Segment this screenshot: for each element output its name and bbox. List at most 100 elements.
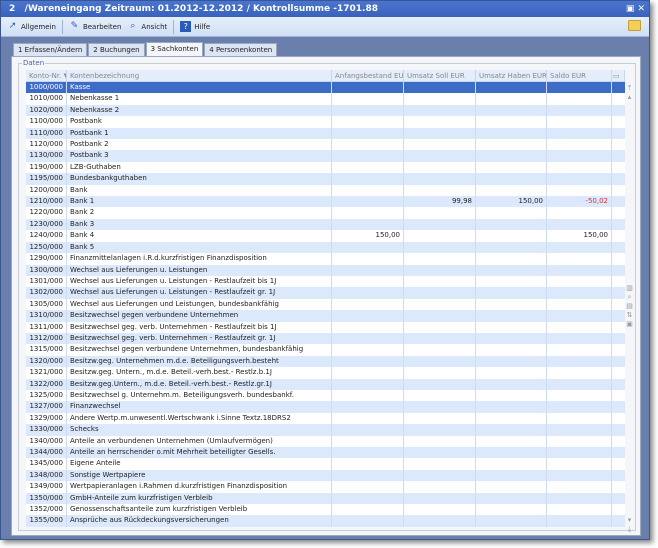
col-konto-nr[interactable]: Konto-Nr. ▼ [26, 70, 67, 81]
table-row[interactable]: 1120/000 Postbank 2 [26, 139, 625, 151]
cell-umsatz-haben [476, 344, 547, 356]
cell-umsatz-soll [404, 93, 476, 105]
filter-icon[interactable]: ▤ [626, 302, 633, 310]
columns-icon[interactable]: ▥ [626, 284, 633, 292]
table-row[interactable]: 1230/000 Bank 3 [26, 218, 625, 231]
table-row[interactable]: 1195/000 Bundesbankguthaben [26, 173, 625, 185]
menu-bearbeiten[interactable]: ✎ Bearbeiten [69, 21, 122, 32]
table-row[interactable]: 1020/000 Nebenkasse 2 [26, 104, 625, 117]
table-row[interactable]: 1345/000 Eigene Anteile [26, 458, 625, 470]
tab-personenkonten[interactable]: 4 Personenkonten [204, 43, 278, 56]
col-kontenbezeichnung[interactable]: Kontenbezeichnung [67, 70, 332, 81]
table-row[interactable]: 1348/000 Sonstige Wertpapiere [26, 469, 625, 482]
window-controls[interactable]: ▣ ✕ [625, 4, 645, 14]
table-row[interactable]: 1290/000 Finanzmittelanlagen i.R.d.kurzfr… [26, 253, 625, 265]
table-row[interactable]: 1315/000 Besitzwechsel gegen verbundene U… [26, 344, 625, 356]
cell-konto-nr: 1340/000 [26, 435, 67, 447]
cell-umsatz-haben [476, 275, 547, 288]
scroll-up-icon[interactable]: ▴ [627, 93, 632, 101]
menu-label: Bearbeiten [82, 22, 122, 31]
cell-anfangsbestand [332, 253, 404, 265]
scroll-down-icon[interactable]: ▾ [627, 516, 632, 524]
group-label: Daten [22, 59, 46, 68]
cell-konto-nr: 1329/000 [26, 412, 67, 425]
cell-umsatz-soll [404, 82, 476, 94]
table-row[interactable]: 1327/000 Finanzwechsel [26, 401, 625, 413]
col-umsatz-haben[interactable]: Umsatz Haben EUR [476, 70, 547, 81]
tab-sachkonten[interactable]: 3 Sachkonten [145, 42, 204, 56]
col-umsatz-soll[interactable]: Umsatz Soll EUR [404, 70, 476, 81]
cell-konto-nr: 1130/000 [26, 150, 67, 162]
table-row[interactable]: 1000/000 Kasse [26, 82, 625, 94]
cell-saldo [547, 253, 612, 265]
table-row[interactable]: 1210/000 Bank 1 99,98 150,00 -50,02 [26, 196, 625, 208]
table-row[interactable]: 1310/000 Besitzwechsel gegen verbundene U… [26, 310, 625, 322]
cell-umsatz-haben [476, 515, 547, 527]
table-row[interactable]: 1100/000 Postbank [26, 116, 625, 128]
scroll-bottom-icon[interactable]: ⤓ [627, 525, 632, 533]
cell-saldo [547, 207, 612, 219]
cell-saldo [547, 367, 612, 379]
table-row[interactable]: 1240/000 Bank 4 150,00 150,00 [26, 230, 625, 242]
menu-hilfe[interactable]: ? Hilfe [180, 21, 210, 32]
cell-umsatz-soll [404, 401, 476, 413]
cell-umsatz-soll [404, 127, 476, 140]
table-row[interactable]: 1340/000 Anteile an verbundenen Unternehm… [26, 435, 625, 447]
sort-icon[interactable]: ⇅ [626, 311, 633, 319]
menu-allgemein[interactable]: ↗ Allgemein [7, 21, 56, 32]
table-row[interactable]: 1322/000 Besitzw.geg.Untern., m.d.e. Bete… [26, 378, 625, 390]
scrollbar[interactable]: ⤒ ▴ ▥ ⌕ ▤ ⇅ ▣ ▾ ⤓ [624, 84, 635, 534]
table-row[interactable]: 1349/000 Wertpapieranlagen i.Rahmen d.kur… [26, 481, 625, 493]
cell-saldo [547, 116, 612, 128]
column-chooser-icon[interactable]: ▭ [612, 70, 625, 81]
menu-ansicht[interactable]: ⌕ Ansicht [127, 21, 167, 32]
cell-konto-nr: 1311/000 [26, 321, 67, 333]
cell-saldo [547, 139, 612, 151]
cell-bezeichnung: Anteile an herrschender o.mit Mehrheit b… [67, 447, 332, 459]
table-row[interactable]: 1110/000 Postbank 1 [26, 127, 625, 140]
col-anfangsbestand[interactable]: Anfangsbestand EUR [332, 70, 404, 81]
cell-bezeichnung: Wechsel aus Lieferungen u. Leistungen - … [67, 275, 332, 288]
col-saldo[interactable]: Saldo EUR [547, 70, 612, 81]
folder-icon[interactable] [628, 20, 641, 31]
cell-bezeichnung: Besitzw.geg.Untern., m.d.e. Beteil.-verh… [67, 378, 332, 390]
export-icon[interactable]: ▣ [626, 320, 633, 328]
scroll-top-icon[interactable]: ⤒ [627, 84, 632, 92]
cell-saldo [547, 447, 612, 459]
table-row[interactable]: 1250/000 Bank 5 [26, 241, 625, 254]
table-row[interactable]: 1301/000 Wechsel aus Lieferungen u. Leist… [26, 275, 625, 288]
cell-konto-nr: 1301/000 [26, 275, 67, 288]
table-row[interactable]: 1320/000 Besitzw.geg. Unternehmen m.d.e. … [26, 355, 625, 368]
table-row[interactable]: 1321/000 Besitzw.geg. Untern., m.d.e. Bet… [26, 367, 625, 379]
table-row[interactable]: 1220/000 Bank 2 [26, 207, 625, 219]
table-row[interactable]: 1311/000 Besitzwechsel geg. verb. Unterne… [26, 321, 625, 333]
cell-umsatz-soll [404, 116, 476, 128]
table-row[interactable]: 1312/000 Besitzwechsel geg. verb. Unterne… [26, 332, 625, 345]
table-row[interactable]: 1329/000 Andere Wertp.m.unwesentl.Wertsch… [26, 412, 625, 425]
cell-umsatz-haben [476, 207, 547, 219]
help-icon: ? [180, 21, 192, 32]
table-row[interactable]: 1355/000 Ansprüche aus Rückdeckungsversic… [26, 515, 625, 527]
cell-umsatz-haben [476, 139, 547, 151]
search-icon[interactable]: ⌕ [627, 293, 632, 301]
table-row[interactable]: 1190/000 LZB-Guthaben [26, 161, 625, 174]
cell-saldo [547, 93, 612, 105]
table-row[interactable]: 1350/000 GmbH-Anteile zum kurzfristigen V… [26, 492, 625, 505]
table-row[interactable]: 1300/000 Wechsel aus Lieferungen u. Leist… [26, 264, 625, 276]
tab-buchungen[interactable]: 2 Buchungen [88, 43, 145, 56]
table-row[interactable]: 1200/000 Bank [26, 184, 625, 197]
table-row[interactable]: 1010/000 Nebenkasse 1 [26, 93, 625, 105]
table-row[interactable]: 1130/000 Postbank 3 [26, 150, 625, 162]
cell-konto-nr: 1310/000 [26, 310, 67, 322]
cell-umsatz-soll [404, 355, 476, 368]
cell-umsatz-haben [476, 253, 547, 265]
cell-konto-nr: 1344/000 [26, 447, 67, 459]
cell-anfangsbestand [332, 150, 404, 162]
table-row[interactable]: 1302/000 Wechsel aus Lieferungen u. Leist… [26, 287, 625, 299]
table-row[interactable]: 1305/000 Wechsel aus Lieferungen und Leis… [26, 298, 625, 311]
tab-erfassen[interactable]: 1 Erfassen/Ändern [13, 43, 88, 56]
table-row[interactable]: 1352/000 Genossenschaftsanteile zum kurzf… [26, 504, 625, 516]
table-row[interactable]: 1344/000 Anteile an herrschender o.mit Me… [26, 447, 625, 459]
table-row[interactable]: 1325/000 Besitzwechsel g. Unternehm.m. Be… [26, 389, 625, 402]
table-row[interactable]: 1330/000 Schecks [26, 424, 625, 436]
